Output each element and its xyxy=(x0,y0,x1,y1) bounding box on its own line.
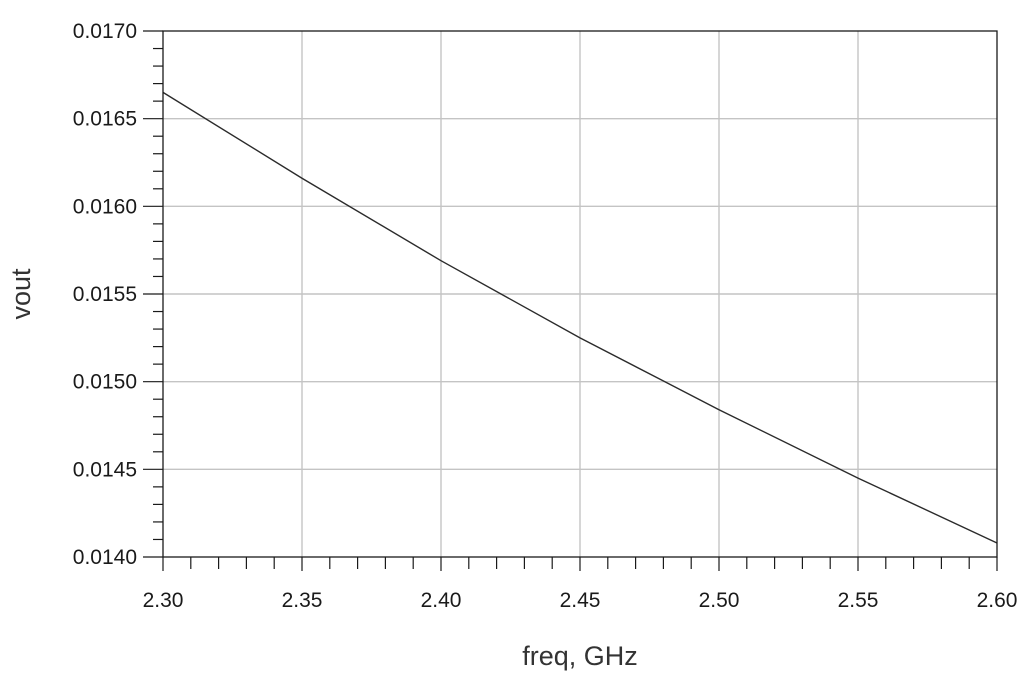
grid-lines xyxy=(163,31,997,557)
x-tick-label: 2.60 xyxy=(977,589,1018,612)
x-tick-label: 2.45 xyxy=(560,589,601,612)
x-tick-label: 2.40 xyxy=(421,589,462,612)
x-tick-labels: 2.30 2.35 2.40 2.45 2.50 2.55 2.60 xyxy=(143,589,1018,612)
axis-ticks xyxy=(143,30,998,571)
x-axis-title: freq, GHz xyxy=(522,641,638,671)
y-tick-label: 0.0150 xyxy=(73,371,137,394)
x-tick-label: 2.50 xyxy=(699,589,740,612)
y-tick-label: 0.0140 xyxy=(73,546,137,569)
y-tick-label: 0.0155 xyxy=(73,283,137,306)
series-layer xyxy=(162,91,998,544)
y-tick-label: 0.0160 xyxy=(73,195,137,218)
x-tick-label: 2.30 xyxy=(143,589,184,612)
x-tick-label: 2.55 xyxy=(838,589,879,612)
y-tick-label: 0.0165 xyxy=(73,108,137,131)
y-tick-label: 0.0170 xyxy=(73,20,137,43)
y-tick-labels: 0.0140 0.0145 0.0150 0.0155 0.0160 0.0165 0.01… xyxy=(73,20,137,569)
y-tick-label: 0.0145 xyxy=(73,458,137,481)
vout-series-line xyxy=(162,91,998,544)
y-axis-title: vout xyxy=(6,268,36,320)
x-tick-label: 2.35 xyxy=(282,589,323,612)
